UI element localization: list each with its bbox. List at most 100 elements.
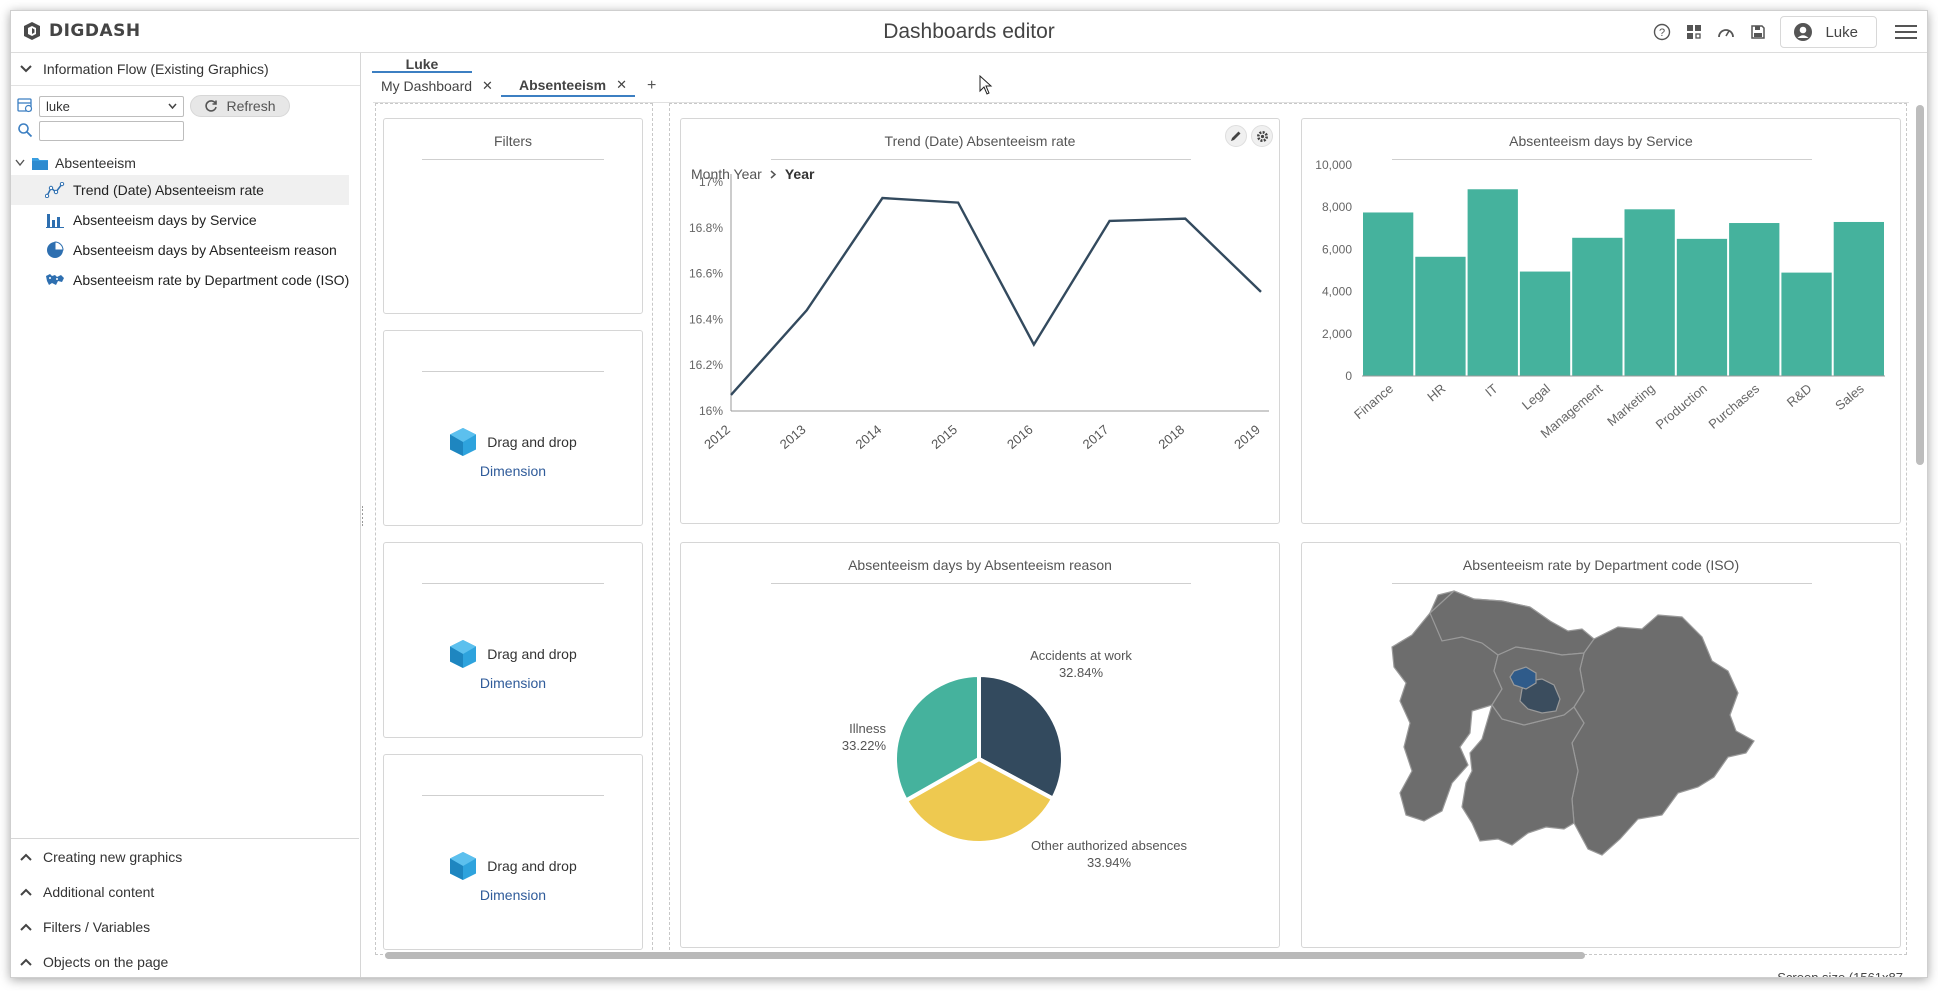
x-tick-label: Legal xyxy=(1519,381,1553,413)
x-tick-label: 2012 xyxy=(701,422,733,452)
service-chart-card[interactable]: Absenteeism days by Service 0 2,000 4,000 6… xyxy=(1301,118,1901,524)
bar xyxy=(1415,256,1466,376)
divider xyxy=(771,583,1191,584)
divider xyxy=(1392,159,1812,160)
service-chart-title: Absenteeism days by Service xyxy=(1509,133,1693,149)
tree-item-label: Absenteeism rate by Department code (ISO… xyxy=(73,272,350,288)
left-panel-sections: Creating new graphics Additional content… xyxy=(11,838,359,977)
logo: DIGDASH xyxy=(21,20,141,42)
graphics-tree: Absenteeism Trend (Date) Absenteeism rat… xyxy=(11,151,359,295)
dimension-link[interactable]: Dimension xyxy=(479,463,547,479)
help-icon[interactable]: ? xyxy=(1652,22,1672,42)
y-tick-label: 16.2% xyxy=(689,358,723,372)
pie-slice xyxy=(893,672,981,804)
tab-absenteeism[interactable]: Absenteeism ✕ xyxy=(500,75,636,97)
widgets-icon[interactable] xyxy=(1684,22,1704,42)
search-input[interactable] xyxy=(39,121,184,141)
section-additional-content[interactable]: Additional content xyxy=(11,874,359,909)
bar xyxy=(1572,237,1623,376)
y-tick-label: 16% xyxy=(699,404,723,418)
tree-item-label: Absenteeism days by Absenteeism reason xyxy=(73,242,337,258)
y-tick-label: 16.6% xyxy=(689,267,723,281)
user-page-tab[interactable]: Luke xyxy=(372,53,472,73)
filter-dropzone-2[interactable]: Drag and drop Dimension xyxy=(383,542,643,738)
section-filters-variables[interactable]: Filters / Variables xyxy=(11,909,359,944)
tree-folder-label: Absenteeism xyxy=(55,155,136,171)
y-tick-label: 0 xyxy=(1345,369,1352,383)
y-tick-label: 6,000 xyxy=(1322,242,1352,256)
divider xyxy=(422,583,604,584)
drill-level-month-year[interactable]: Month Year xyxy=(691,166,762,182)
x-tick-label: 2019 xyxy=(1231,422,1263,452)
gear-icon[interactable] xyxy=(1251,125,1273,147)
reason-chart-card[interactable]: Absenteeism days by Absenteeism reason A… xyxy=(680,542,1280,948)
map-region-south[interactable] xyxy=(1461,703,1585,846)
bar xyxy=(1781,272,1832,376)
logo-text: DIGDASH xyxy=(49,21,141,41)
dimension-link[interactable]: Dimension xyxy=(479,887,547,903)
section-creating-new-graphics[interactable]: Creating new graphics xyxy=(11,839,359,874)
chevron-down-icon[interactable] xyxy=(15,159,25,167)
trend-chart-card[interactable]: Trend (Date) Absenteeism rate Month Year xyxy=(680,118,1280,524)
refresh-label: Refresh xyxy=(226,98,276,114)
hamburger-menu-icon[interactable] xyxy=(1895,22,1917,42)
map-region-highlight-dark[interactable] xyxy=(1519,678,1561,714)
section-label: Objects on the page xyxy=(43,953,169,970)
folder-icon xyxy=(32,157,48,170)
x-tick-label: Marketing xyxy=(1604,381,1657,429)
reason-pie-chart: Accidents at work 32.84% Other authorized … xyxy=(842,648,1188,870)
source-select[interactable]: luke xyxy=(39,95,184,117)
drill-breadcrumb: Month Year Year xyxy=(691,166,814,182)
add-tab-button[interactable]: + xyxy=(647,77,657,94)
filter-dropzone-3[interactable]: Drag and drop Dimension xyxy=(383,754,643,950)
svg-text:?: ? xyxy=(1659,27,1665,39)
bar xyxy=(1833,221,1884,376)
x-tick-label: R&D xyxy=(1784,381,1815,410)
tree-item-rate-by-department[interactable]: Absenteeism rate by Department code (ISO… xyxy=(11,265,359,295)
vertical-scrollbar[interactable] xyxy=(1915,105,1925,515)
data-source-icon[interactable] xyxy=(17,97,33,116)
user-menu-button[interactable]: Luke xyxy=(1780,16,1877,48)
bar xyxy=(1363,212,1414,376)
tree-item-label: Absenteeism days by Service xyxy=(73,212,257,228)
refresh-button[interactable]: Refresh xyxy=(190,95,290,117)
y-tick-label: 16.8% xyxy=(689,221,723,235)
tree-item-days-by-reason[interactable]: Absenteeism days by Absenteeism reason xyxy=(11,235,359,265)
tab-label: My Dashboard xyxy=(381,78,473,94)
filter-dropzone-1[interactable]: Drag and drop Dimension xyxy=(383,330,643,526)
horizontal-scrollbar[interactable] xyxy=(385,950,1909,960)
user-avatar-icon xyxy=(1794,23,1813,41)
dashboard-gauge-icon[interactable] xyxy=(1716,22,1736,42)
x-tick-label: 2017 xyxy=(1080,422,1112,452)
x-tick-label: 2015 xyxy=(928,422,960,452)
section-objects-on-page[interactable]: Objects on the page xyxy=(11,944,359,977)
scrollbar-thumb[interactable] xyxy=(385,952,1585,959)
cube-icon xyxy=(450,428,477,456)
tab-my-dashboard[interactable]: My Dashboard ✕ xyxy=(363,75,501,97)
tree-item-trend-absenteeism-rate[interactable]: Trend (Date) Absenteeism rate xyxy=(11,175,349,205)
x-tick-label: HR xyxy=(1424,381,1448,405)
x-tick-label: 2014 xyxy=(853,422,885,452)
dimension-link[interactable]: Dimension xyxy=(479,675,547,691)
map-region-highlight-blue[interactable] xyxy=(1509,666,1537,690)
scrollbar-thumb[interactable] xyxy=(1916,105,1924,465)
cube-icon xyxy=(450,640,477,668)
department-map-card[interactable]: Absenteeism rate by Department code (ISO… xyxy=(1301,542,1901,948)
edit-icon[interactable] xyxy=(1225,125,1247,147)
chevron-up-icon xyxy=(19,955,33,969)
tree-folder-absenteeism[interactable]: Absenteeism xyxy=(11,151,359,175)
chevron-down-icon xyxy=(168,103,177,109)
info-flow-title: Information Flow (Existing Graphics) xyxy=(43,61,269,77)
save-icon[interactable] xyxy=(1748,22,1768,42)
source-select-value: luke xyxy=(46,98,70,114)
service-bar-chart: 0 2,000 4,000 6,000 8,000 10,000 Finance HR IT Le… xyxy=(1315,158,1885,441)
close-icon[interactable]: ✕ xyxy=(616,77,628,92)
tree-item-days-by-service[interactable]: Absenteeism days by Service xyxy=(11,205,359,235)
slice-pct-label: 33.22% xyxy=(842,738,887,753)
x-tick-label: IT xyxy=(1482,381,1501,400)
y-tick-label: 2,000 xyxy=(1322,327,1352,341)
department-map xyxy=(1391,590,1755,856)
map-region-east[interactable] xyxy=(1571,614,1755,856)
close-icon[interactable]: ✕ xyxy=(482,78,493,93)
info-flow-section-header[interactable]: Information Flow (Existing Graphics) xyxy=(11,53,360,86)
